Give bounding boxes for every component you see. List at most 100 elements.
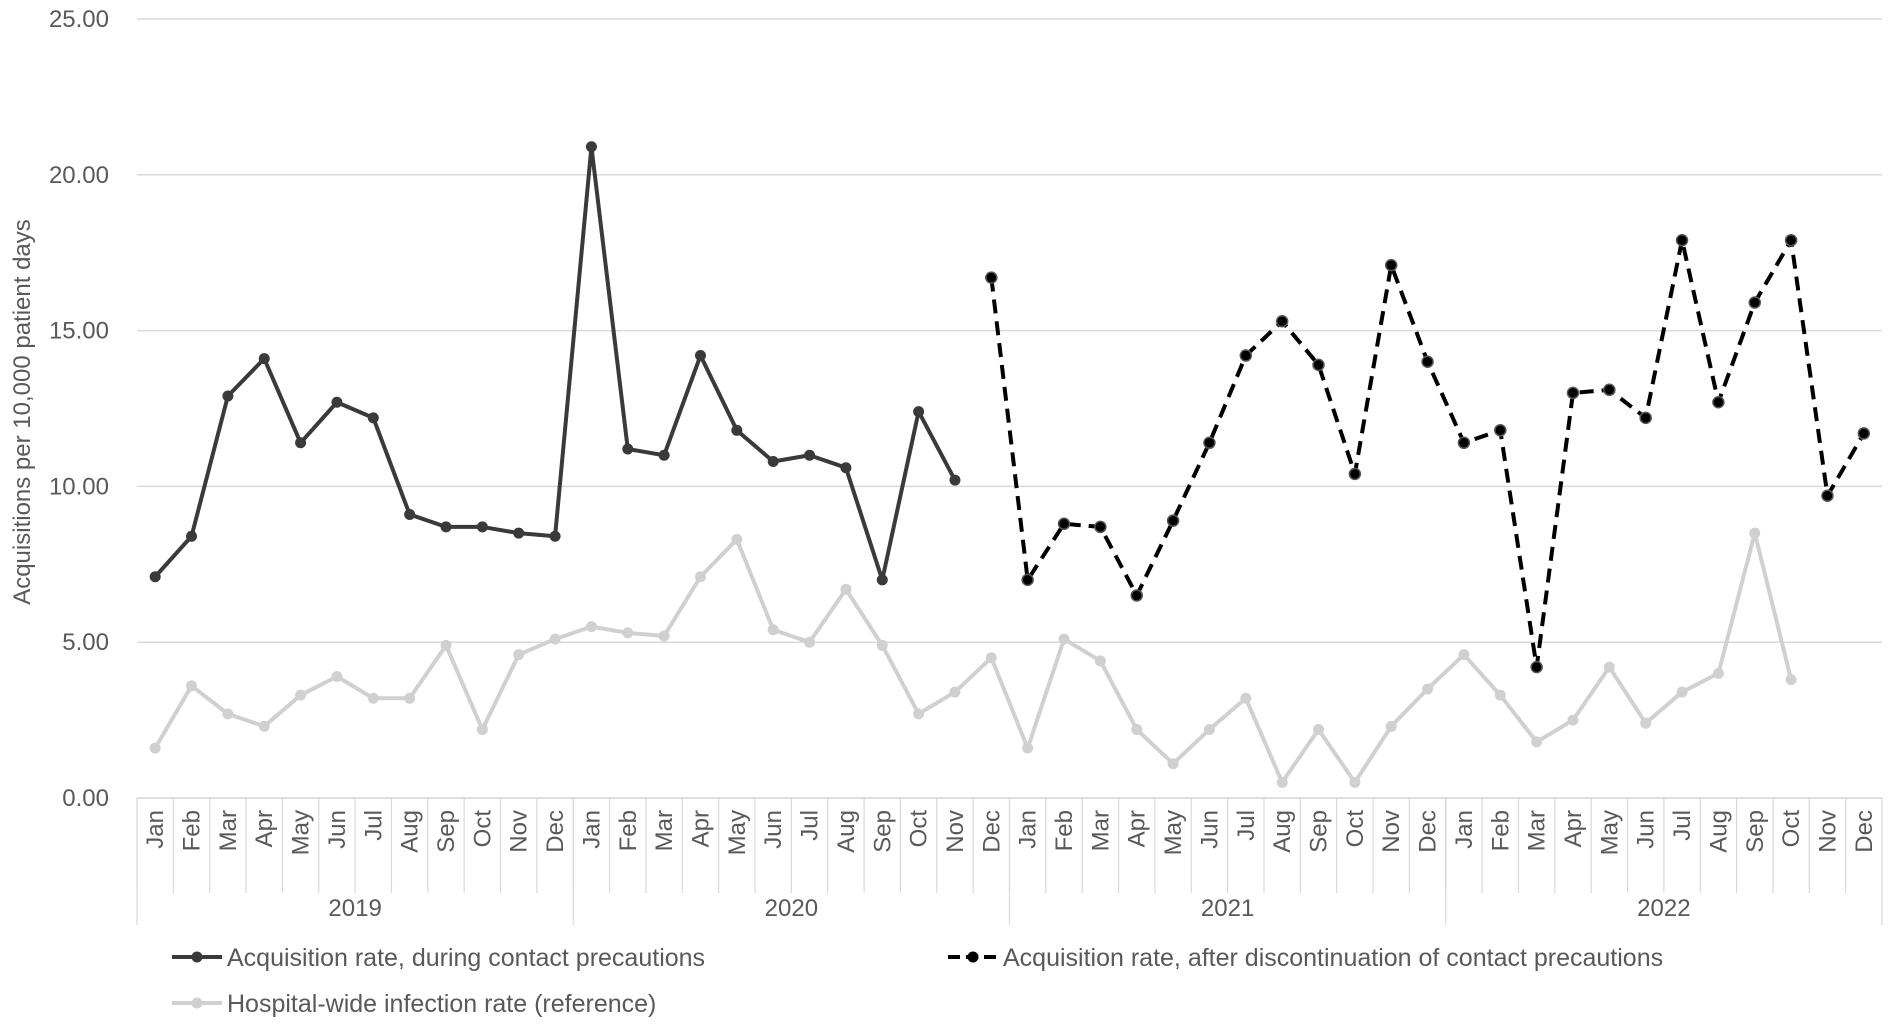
x-tick-label: Nov (506, 810, 533, 853)
data-point (1567, 714, 1579, 726)
data-point (1348, 467, 1362, 481)
data-point (404, 508, 416, 520)
data-point (694, 350, 706, 362)
legend-item: Acquisition rate, after discontinuation … (948, 944, 1663, 972)
x-tick-label: Oct (1342, 810, 1369, 848)
x-tick-label: Nov (942, 810, 969, 853)
legend-item: Hospital-wide infection rate (reference) (172, 990, 656, 1018)
series-0 (149, 141, 961, 586)
legend-marker (191, 997, 203, 1009)
data-point (513, 527, 525, 539)
y-tick-label: 5.00 (62, 629, 109, 656)
data-point (1603, 661, 1615, 673)
x-tick-label: Feb (1051, 810, 1078, 851)
x-tick-label: Apr (1124, 810, 1151, 847)
x-axis: Jan Feb Mar Apr May Jun Jul Aug Sep Oct Nov Dec 2019… (136, 797, 1883, 925)
data-point (585, 141, 597, 153)
x-tick-label: Dec (1415, 810, 1442, 853)
data-point (1203, 436, 1216, 450)
data-point (1384, 258, 1398, 272)
data-point (1640, 717, 1652, 729)
y-axis-ticks: 0.00 5.00 10.00 15.00 20.00 25.00 (49, 6, 109, 812)
data-point (295, 689, 307, 701)
x-tick-label: Oct (1778, 810, 1805, 848)
x-tick-label: May (1160, 810, 1187, 855)
data-point (222, 390, 234, 402)
x-tick-label: Jan (1015, 810, 1042, 849)
data-point (1857, 427, 1871, 440)
x-tick-label: Apr (1560, 810, 1587, 847)
data-point (186, 530, 198, 542)
data-point (258, 353, 270, 365)
data-point (149, 571, 161, 583)
x-tick-label: Jul (797, 810, 824, 841)
data-point (1239, 349, 1253, 362)
data-point (549, 530, 561, 542)
series-line (153, 144, 957, 582)
data-point (1240, 692, 1252, 704)
y-tick-label: 0.00 (62, 785, 109, 812)
data-point (549, 633, 561, 645)
year-label: 2021 (1201, 895, 1254, 922)
data-point (1203, 723, 1215, 735)
data-point (1676, 686, 1688, 698)
x-tick-label: Dec (542, 810, 569, 853)
data-point (404, 692, 416, 704)
series-2 (149, 527, 1797, 788)
legend-marker (191, 951, 203, 963)
data-point (876, 639, 888, 651)
legend-label: Acquisition rate, during contact precaut… (227, 944, 705, 972)
data-point (1639, 411, 1652, 425)
data-point (1058, 633, 1070, 645)
year-label: 2019 (328, 895, 381, 922)
x-tick-label: Aug (1269, 810, 1296, 853)
data-point (331, 396, 343, 408)
data-point (476, 723, 488, 735)
legend-label: Acquisition rate, after discontinuation … (1003, 944, 1663, 972)
data-point (949, 686, 961, 698)
data-point (767, 624, 779, 636)
data-point (1566, 386, 1580, 400)
data-point (367, 412, 379, 424)
x-tick-label: Apr (251, 810, 278, 847)
x-tick-label: Sep (1306, 810, 1333, 853)
x-tick-label: Jan (1451, 810, 1478, 849)
x-tick-label: Oct (469, 810, 496, 848)
x-tick-label: Jun (1633, 810, 1660, 849)
data-point (1130, 589, 1143, 602)
data-point (440, 639, 452, 651)
y-tick-label: 20.00 (49, 162, 109, 189)
data-point (367, 692, 379, 704)
data-point (804, 449, 816, 461)
data-point (1712, 667, 1724, 679)
data-point (1166, 514, 1180, 527)
x-tick-label: Feb (1487, 810, 1514, 851)
data-point (1421, 355, 1434, 369)
data-point (1530, 660, 1543, 674)
x-tick-label: May (724, 810, 751, 855)
y-axis-label: Acquisitions per 10,000 patient days (9, 219, 36, 605)
x-tick-label: Mar (651, 810, 678, 851)
x-tick-label: Jan (142, 810, 169, 849)
x-tick-label: Dec (1851, 810, 1878, 853)
data-point (840, 462, 852, 474)
legend: Acquisition rate, during contact precaut… (172, 944, 1663, 1018)
data-point (513, 649, 525, 661)
series-1 (985, 233, 1871, 674)
data-point (1312, 358, 1325, 372)
data-point (622, 627, 634, 639)
x-tick-label: Dec (978, 810, 1005, 853)
x-tick-label: Jan (578, 810, 605, 849)
data-point (1057, 517, 1071, 531)
x-tick-label: Jul (1233, 810, 1260, 841)
x-tick-label: Jul (360, 810, 387, 841)
data-point (804, 636, 816, 648)
data-point (1784, 233, 1798, 247)
data-point (1603, 383, 1616, 397)
data-point (1021, 573, 1034, 587)
data-point (1094, 520, 1107, 534)
data-point (1276, 776, 1288, 788)
series-layer (149, 141, 1871, 788)
legend-label: Hospital-wide infection rate (reference) (227, 990, 656, 1018)
